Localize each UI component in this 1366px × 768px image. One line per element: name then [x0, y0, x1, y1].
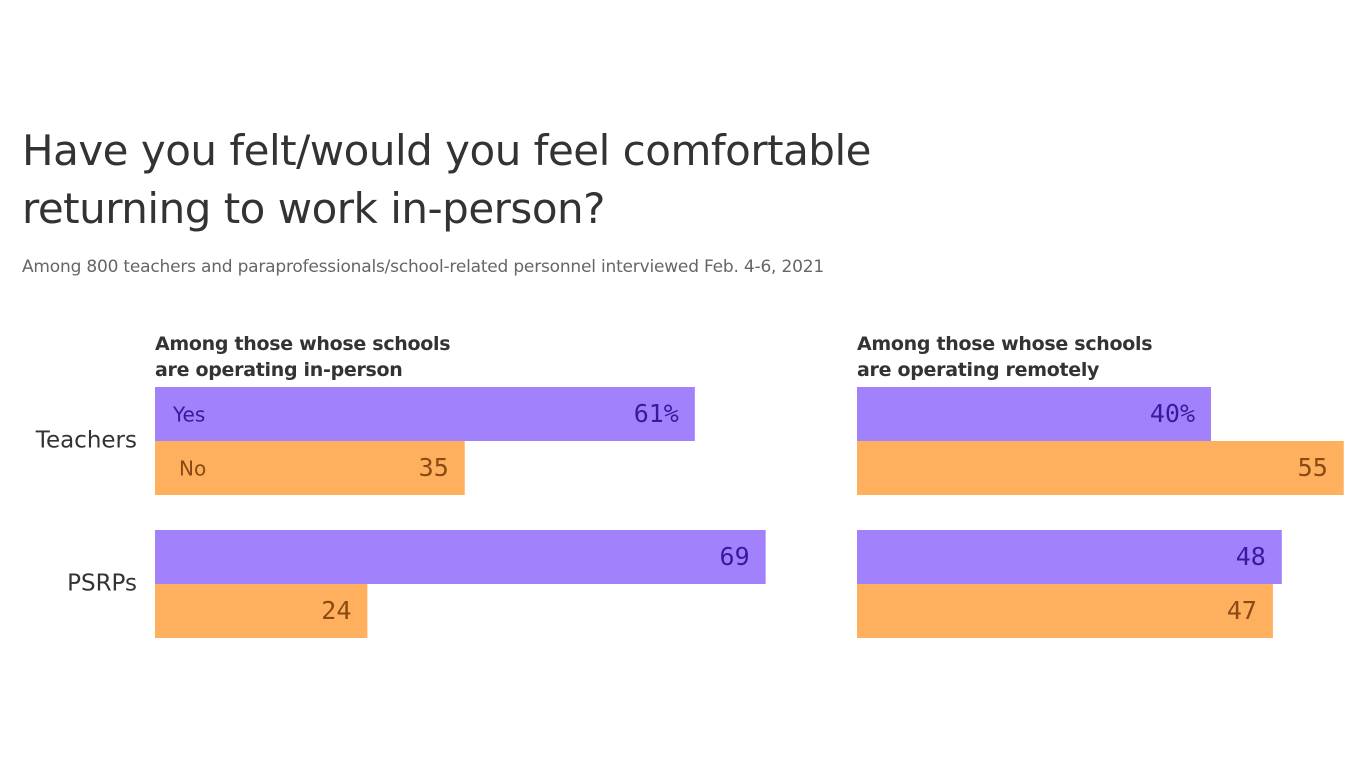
category-label: Teachers — [35, 428, 137, 454]
panel-title: Among those whose schools are operating … — [155, 333, 451, 381]
value-label: 24 — [321, 596, 351, 625]
value-label: 35 — [419, 453, 449, 482]
series-label: Yes — [172, 403, 205, 427]
value-label: 69 — [720, 542, 750, 571]
bar — [155, 441, 465, 495]
bar — [857, 387, 1211, 441]
chart-subtitle: Among 800 teachers and paraprofessionals… — [22, 257, 824, 277]
bar — [857, 584, 1273, 638]
bar — [857, 441, 1344, 495]
series-label: No — [179, 457, 206, 481]
value-label: 40% — [1150, 399, 1195, 428]
category-label: PSRPs — [67, 571, 137, 597]
value-label: 47 — [1227, 596, 1257, 625]
value-label: 55 — [1298, 453, 1328, 482]
bar — [857, 530, 1282, 584]
value-label: 61% — [634, 399, 679, 428]
bar — [155, 387, 695, 441]
chart-title: Have you felt/would you feel comfortable… — [22, 126, 871, 233]
bar — [155, 530, 766, 584]
panel-title: Among those whose schools are operating … — [857, 333, 1153, 381]
value-label: 48 — [1236, 542, 1266, 571]
bar — [155, 584, 368, 638]
